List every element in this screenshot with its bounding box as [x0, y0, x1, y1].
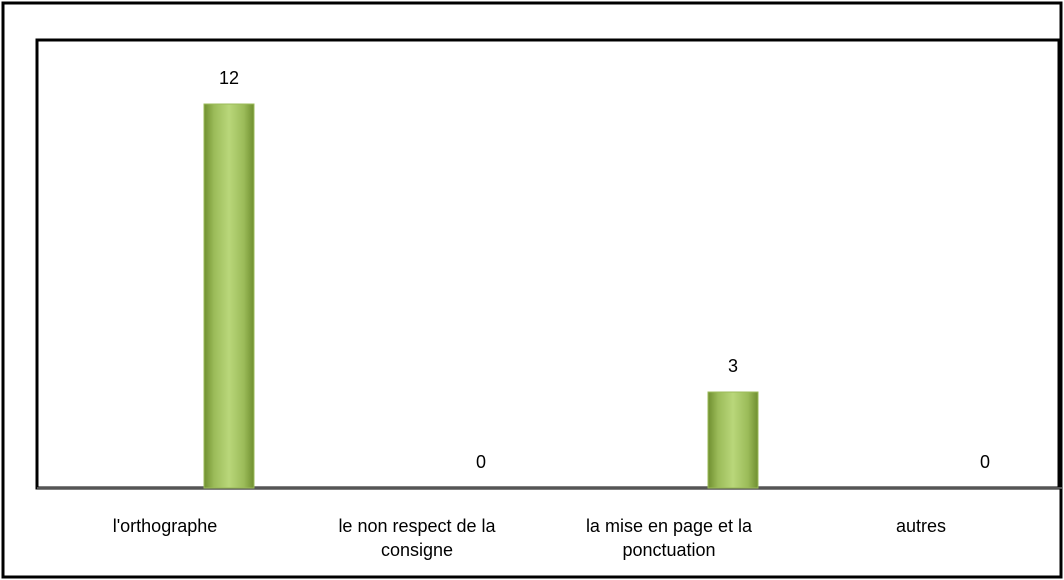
bar: [707, 391, 759, 489]
x-tick-label: la mise en page et la ponctuation: [585, 516, 753, 560]
data-label: 0: [979, 452, 990, 472]
x-tick-label: autres: [895, 516, 947, 536]
bar: [203, 103, 255, 489]
x-tick-label: le non respect de la consigne: [338, 516, 496, 560]
x-tick-label: l'orthographe: [112, 516, 218, 536]
plot-border: [35, 38, 1061, 490]
data-label: 12: [218, 68, 240, 88]
data-label: 0: [475, 452, 486, 472]
data-label: 3: [727, 356, 738, 376]
